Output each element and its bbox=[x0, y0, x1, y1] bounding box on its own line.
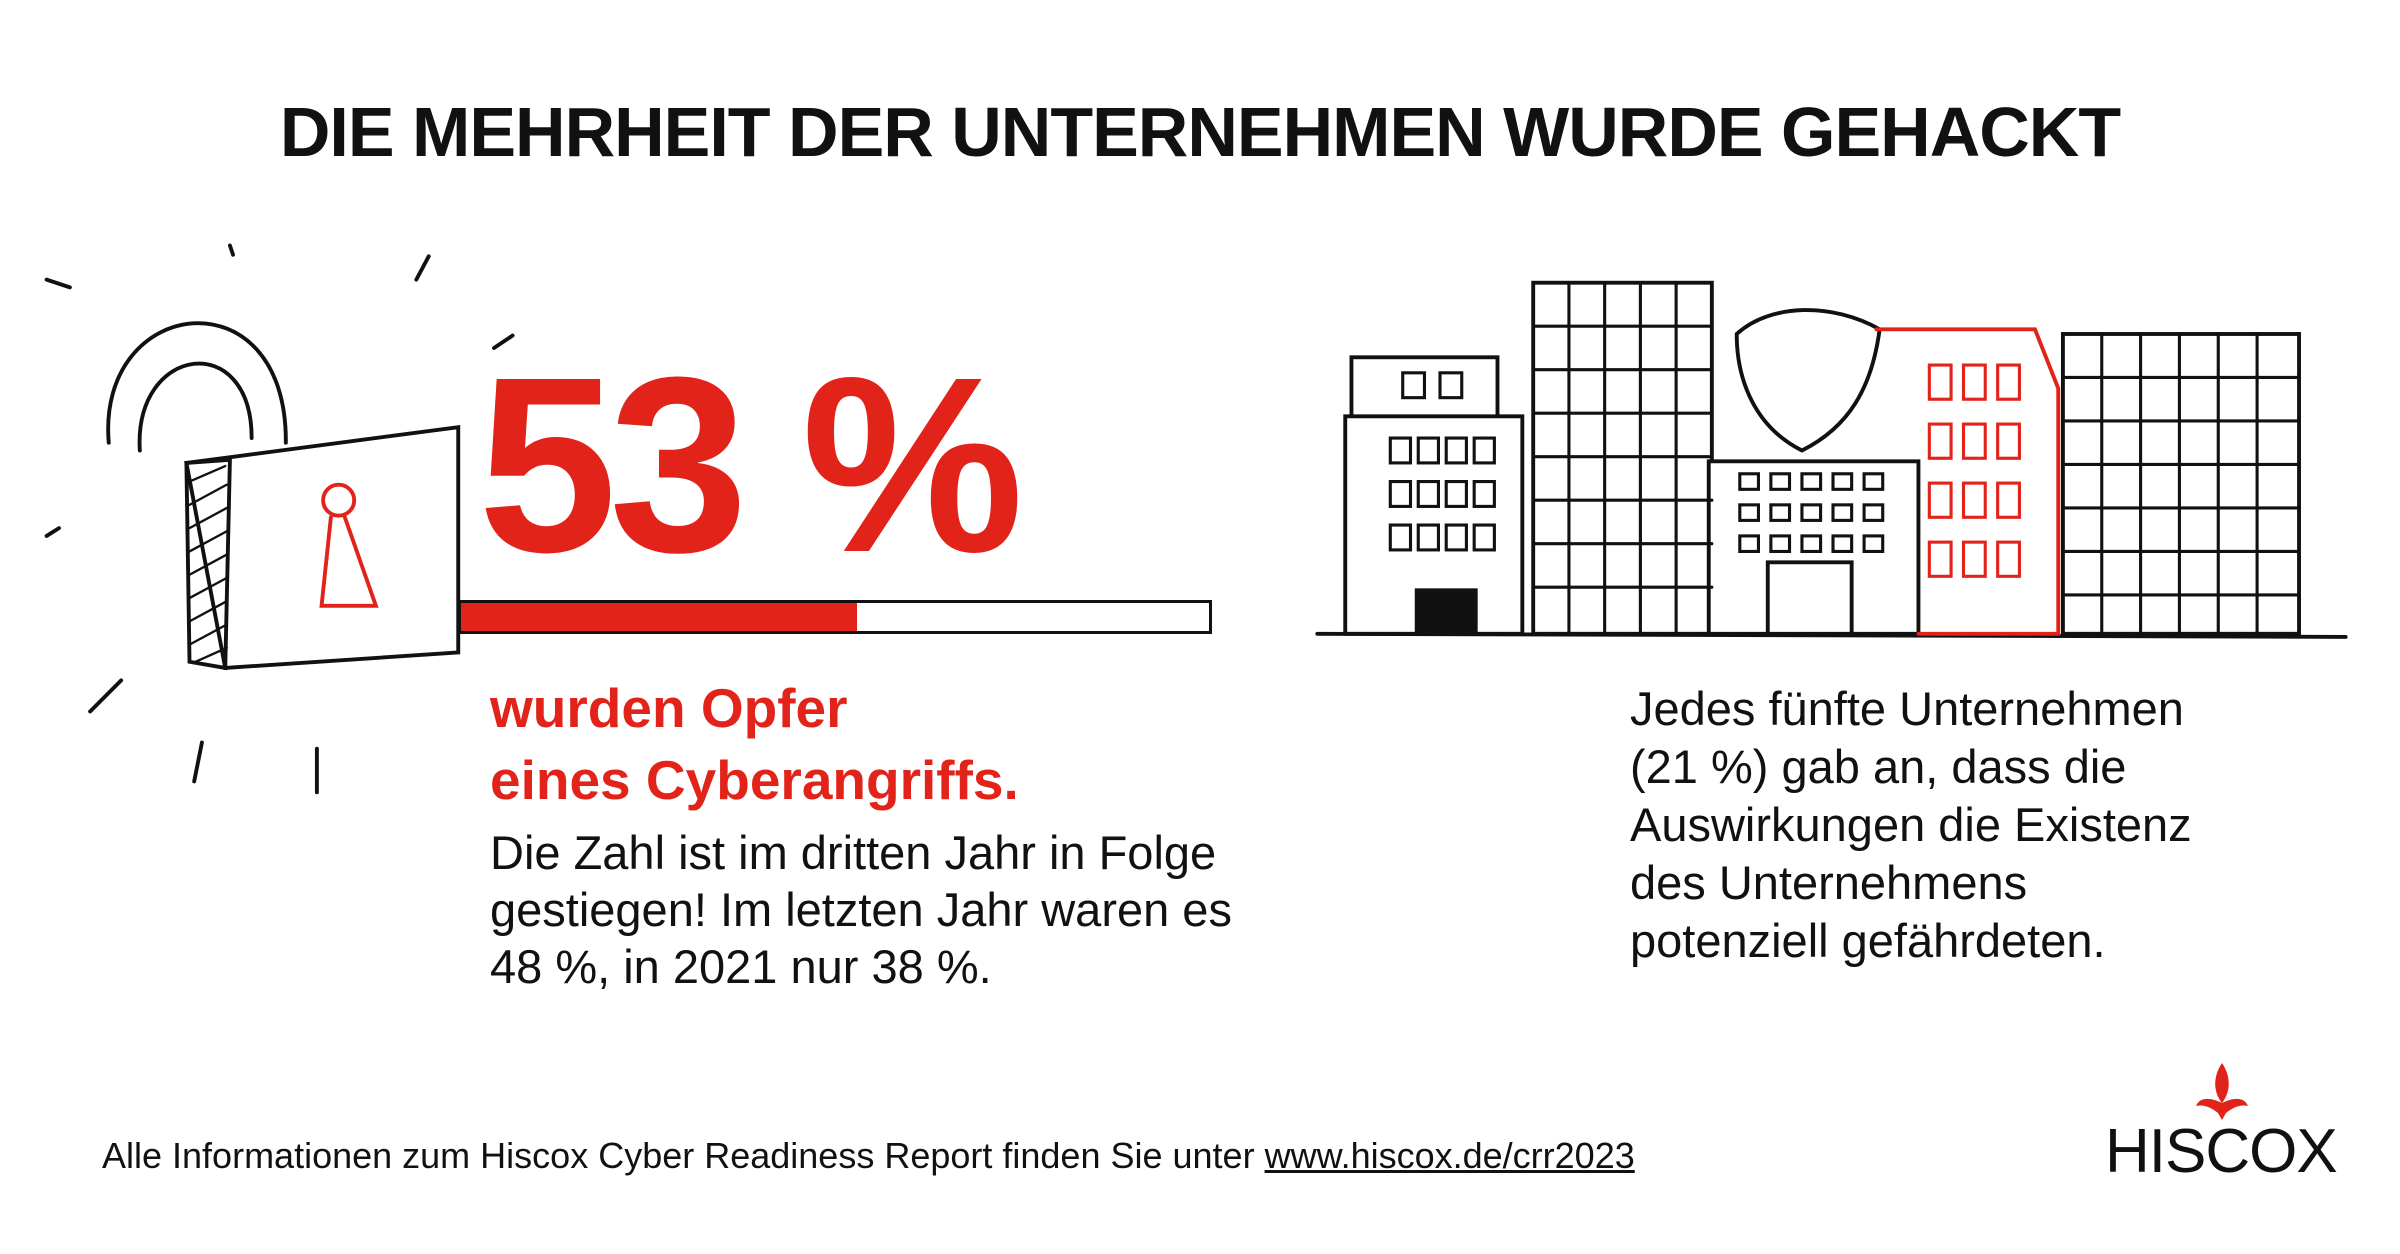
window bbox=[1738, 534, 1761, 554]
window bbox=[1927, 422, 1953, 460]
text-line: des Unternehmens bbox=[1630, 856, 2028, 909]
logo-mark bbox=[2196, 1063, 2248, 1120]
window bbox=[1444, 523, 1468, 552]
window bbox=[1769, 503, 1792, 522]
text-line: wurden Opfer bbox=[490, 677, 848, 739]
stat-caption: wurden Opfer eines Cyberangriffs. bbox=[490, 672, 1019, 816]
logo: HISCOX bbox=[2105, 1117, 2338, 1186]
progress-track bbox=[458, 600, 1212, 634]
window bbox=[1738, 472, 1761, 491]
window bbox=[1444, 480, 1468, 508]
window bbox=[1961, 422, 1987, 460]
window bbox=[1831, 472, 1854, 491]
window bbox=[1961, 363, 1987, 401]
keyhole bbox=[321, 482, 357, 518]
building-red bbox=[1874, 327, 2061, 636]
window bbox=[1862, 534, 1885, 554]
window bbox=[1416, 523, 1441, 552]
entrance bbox=[1765, 560, 1854, 636]
window bbox=[1472, 436, 1496, 465]
shackle bbox=[106, 321, 288, 445]
window bbox=[1831, 534, 1854, 554]
window bbox=[1800, 472, 1823, 491]
window bbox=[1769, 534, 1792, 554]
text-line: potenziell gefährdeten. bbox=[1630, 914, 2106, 967]
window bbox=[1927, 481, 1953, 519]
window bbox=[1862, 472, 1885, 491]
window bbox=[1800, 534, 1823, 554]
window bbox=[1996, 422, 2021, 460]
window bbox=[1388, 480, 1413, 508]
burst-lines bbox=[44, 243, 515, 795]
window bbox=[1961, 481, 1987, 519]
window bbox=[1927, 540, 1953, 578]
text-line: Auswirkungen die Existenz bbox=[1630, 798, 2192, 851]
text-line: eines Cyberangriffs. bbox=[490, 749, 1019, 811]
window bbox=[1416, 480, 1441, 508]
window bbox=[1738, 503, 1761, 522]
window bbox=[1996, 540, 2021, 578]
window bbox=[1472, 523, 1496, 552]
footer-text: Alle Informationen zum Hiscox Cyber Read… bbox=[102, 1135, 1265, 1176]
window bbox=[1800, 503, 1823, 522]
window bbox=[1996, 481, 2021, 519]
keyhole-slot bbox=[319, 515, 379, 608]
window bbox=[1769, 472, 1792, 491]
windows bbox=[1388, 281, 2301, 636]
stat-label: 53 % bbox=[478, 325, 1024, 604]
shackle-inner bbox=[137, 361, 254, 453]
progress-bar bbox=[461, 603, 858, 631]
text-line: Jedes fünfte Unternehmen bbox=[1630, 682, 2184, 735]
window bbox=[1472, 480, 1496, 508]
text-line: 48 %, in 2021 nur 38 %. bbox=[490, 940, 992, 993]
window bbox=[1388, 436, 1413, 465]
window bbox=[1438, 371, 1464, 400]
window bbox=[1862, 503, 1885, 522]
window bbox=[1927, 363, 1953, 401]
illustration-group bbox=[44, 243, 2348, 795]
window bbox=[1961, 540, 1987, 578]
text-line: gestiegen! Im letzten Jahr waren es bbox=[490, 883, 1232, 936]
window bbox=[1831, 503, 1854, 522]
lock-body bbox=[184, 424, 461, 671]
title: DIE MEHRHEIT DER UNTERNEHMEN WURDE GEHAC… bbox=[279, 93, 2121, 171]
window bbox=[1416, 436, 1441, 465]
window bbox=[1444, 436, 1468, 465]
stat-description: Die Zahl ist im dritten Jahr in Folge ges… bbox=[490, 824, 1232, 995]
lock-side bbox=[184, 457, 232, 671]
text-line: Die Zahl ist im dritten Jahr in Folge bbox=[490, 826, 1217, 879]
window bbox=[1401, 371, 1427, 400]
window bbox=[1388, 523, 1413, 552]
footer: Alle Informationen zum Hiscox Cyber Read… bbox=[102, 1135, 1635, 1177]
shield bbox=[1734, 308, 1882, 453]
footer-link[interactable]: www.hiscox.de/crr2023 bbox=[1264, 1135, 1635, 1176]
lock-hatch bbox=[188, 464, 228, 663]
door bbox=[1414, 588, 1478, 636]
fleur-de-lis bbox=[2196, 1063, 2248, 1120]
text-line: (21 %) gab an, dass die bbox=[1630, 740, 2127, 793]
side-text: Jedes fünfte Unternehmen (21 %) gab an, d… bbox=[1630, 680, 2192, 970]
window bbox=[1996, 363, 2021, 401]
